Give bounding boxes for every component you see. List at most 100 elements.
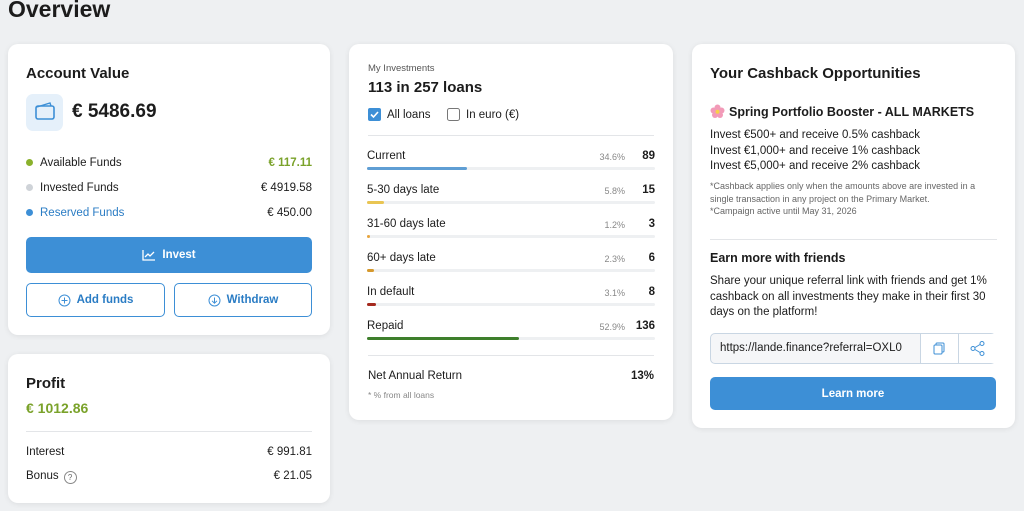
copy-button[interactable] (920, 334, 959, 363)
share-button[interactable] (958, 334, 996, 363)
note: *Cashback applies only when the amounts … (710, 181, 976, 204)
loan-row: Repaid 52.9% 136 (367, 320, 655, 352)
bar-track (367, 167, 655, 170)
profit-card: Profit € 1012.86 Interest € 991.81 Bonus? €… (8, 354, 330, 503)
loan-row: 60+ days late 2.3% 6 (367, 252, 655, 284)
note: * % from all loans (368, 390, 435, 400)
filter-euro[interactable]: In euro (€) (447, 108, 519, 121)
fund-value: € 4919.58 (260, 182, 312, 194)
bar-track (367, 235, 655, 238)
bar-track (367, 269, 655, 272)
bar (367, 201, 384, 204)
invest-button[interactable]: Invest (26, 237, 312, 273)
offer: Invest €1,000+ and receive 1% cashback (710, 144, 921, 157)
loan-percent: 1.2% (604, 220, 625, 230)
loan-row: 31-60 days late 1.2% 3 (367, 218, 655, 250)
net-return-label: Net Annual Return (368, 370, 462, 382)
profit-value: € 991.81 (267, 446, 312, 458)
fund-label: Invested Funds (40, 182, 119, 194)
loan-status: 60+ days late (367, 252, 436, 264)
learn-more-button[interactable]: Learn more (710, 377, 996, 410)
divider (368, 355, 654, 356)
profit-label: Bonus (26, 470, 59, 482)
cashback-card: Your Cashback Opportunities Spring Portf… (692, 44, 1015, 428)
help-icon[interactable]: ? (63, 471, 77, 484)
fund-value: € 450.00 (267, 207, 312, 219)
divider (368, 135, 654, 136)
filter-all[interactable]: All loans (368, 108, 430, 121)
dot (26, 209, 33, 216)
bar (367, 337, 520, 340)
investments-card: My Investments 113 in 257 loans All loan… (349, 44, 673, 420)
loan-status: In default (367, 286, 415, 298)
loan-status: Repaid (367, 320, 404, 332)
card-title: 113 in 257 loans (368, 79, 483, 96)
referral-box: https://lande.finance?referral=OXL0 (710, 333, 996, 364)
card-title: Account Value (26, 65, 130, 82)
dot (26, 159, 33, 166)
fund-row: Available Funds € 117.11 (26, 157, 312, 169)
button-label: Withdraw (226, 294, 279, 306)
add-funds-button[interactable]: Add funds (26, 283, 165, 317)
divider (26, 431, 312, 432)
net-return: 13% (630, 370, 654, 382)
loan-row: Current 34.6% 89 (367, 150, 655, 182)
offer: Invest €5,000+ and receive 2% cashback (710, 160, 921, 172)
loan-status: 5-30 days late (367, 184, 440, 196)
fund-label: Reserved Funds (40, 207, 125, 219)
loan-percent: 3.1% (604, 288, 625, 298)
loan-percent: 5.8% (604, 186, 625, 196)
friends-title: Earn more with friends (710, 251, 846, 265)
loan-count: 15 (642, 184, 655, 196)
loan-percent: 2.3% (604, 254, 625, 264)
bar-track (367, 303, 655, 306)
campaign-title: Spring Portfolio Booster - ALL MARKETS (729, 105, 975, 119)
account-card: Account Value € 5486.69 Invest Add funds… (8, 44, 330, 335)
bar (367, 303, 376, 306)
loan-percent: 34.6% (599, 152, 625, 162)
loan-status: Current (367, 150, 406, 162)
divider (710, 239, 997, 240)
loan-count: 6 (648, 252, 655, 264)
offer: Invest €500+ and receive 0.5% cashback (710, 129, 921, 141)
bar (367, 235, 371, 238)
notes: *Cashback applies only when the amounts … (710, 180, 1000, 218)
dot (26, 184, 33, 191)
offers: Invest €500+ and receive 0.5% cashback In… (710, 128, 1000, 175)
friends-text: Share your unique referral link with fri… (710, 275, 987, 318)
bar (367, 269, 374, 272)
loan-count: 136 (635, 320, 655, 332)
bar-track (367, 201, 655, 204)
card-label: My Investments (368, 63, 435, 74)
profit-row: Bonus? € 21.05 (26, 470, 312, 484)
profit-value: € 21.05 (273, 470, 312, 482)
filter-label: In euro (€) (466, 108, 520, 121)
flower-icon (710, 104, 725, 118)
wallet-icon (26, 94, 63, 131)
profit-label: Interest (26, 446, 65, 458)
loan-percent: 52.9% (599, 322, 625, 332)
filter-label: All loans (387, 108, 431, 121)
bar-track (367, 337, 655, 340)
fund-row: Reserved Funds € 450.00 (26, 207, 312, 219)
button-label: Invest (162, 249, 196, 261)
loan-count: 8 (648, 286, 655, 298)
account-total: € 5486.69 (72, 101, 157, 122)
fund-row: Invested Funds € 4919.58 (26, 182, 312, 194)
loan-row: In default 3.1% 8 (367, 286, 655, 318)
note: *Campaign active until May 31, 2026 (710, 206, 857, 216)
bar (367, 167, 467, 170)
button-label: Add funds (76, 294, 134, 306)
page-title: Overview (8, 0, 111, 22)
card-title: Your Cashback Opportunities (710, 65, 921, 82)
profit-row: Interest € 991.81 (26, 446, 312, 458)
card-title: Profit (26, 375, 66, 392)
fund-value: € 117.11 (268, 157, 313, 169)
loan-count: 3 (648, 218, 655, 230)
profit-total: € 1012.86 (26, 400, 89, 416)
withdraw-button[interactable]: Withdraw (174, 283, 312, 317)
referral-link[interactable]: https://lande.finance?referral=OXL0 (720, 342, 902, 354)
loan-count: 89 (642, 150, 655, 162)
fund-label: Available Funds (40, 157, 122, 169)
